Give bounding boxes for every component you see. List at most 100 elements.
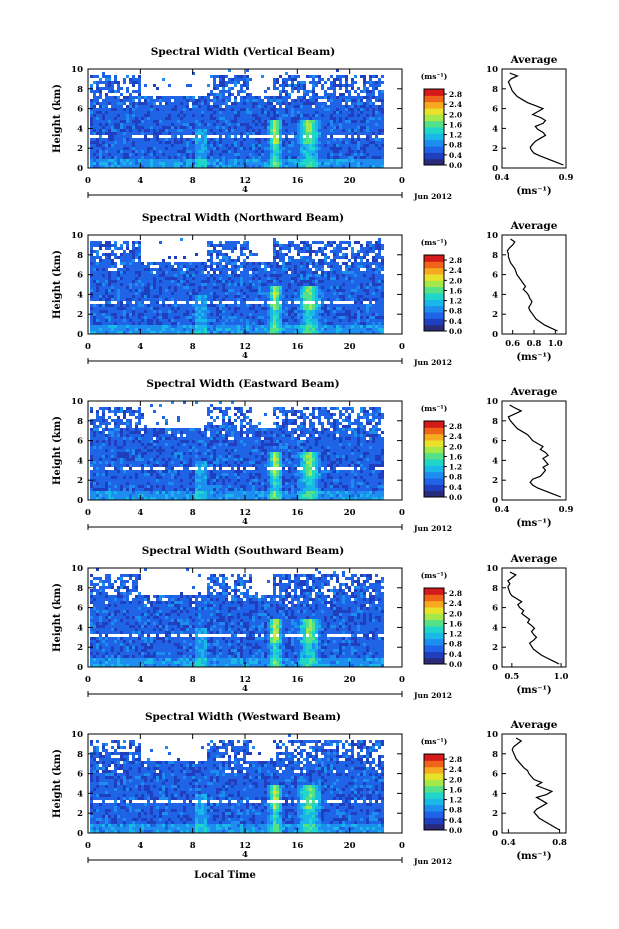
heatmap-cell: [309, 126, 312, 129]
heatmap-cell: [240, 78, 243, 81]
heatmap-cell: [312, 120, 315, 123]
heatmap-cell: [108, 289, 111, 292]
heatmap-cell: [309, 81, 312, 84]
heatmap-cell: [138, 153, 141, 156]
heatmap-cell: [144, 96, 147, 99]
heatmap-cell: [324, 322, 327, 325]
heatmap-cell: [297, 126, 300, 129]
heatmap-cell: [114, 126, 117, 129]
heatmap-cell: [279, 247, 282, 250]
heatmap-cell: [129, 153, 132, 156]
heatmap-cell: [270, 150, 273, 153]
heatmap-cell: [234, 117, 237, 120]
heatmap-cell: [327, 271, 330, 274]
heatmap-cell: [108, 87, 111, 90]
heatmap-cell: [177, 325, 180, 328]
heatmap-cell: [297, 153, 300, 156]
heatmap-cell: [144, 162, 147, 165]
heatmap-cell: [177, 265, 180, 268]
heatmap-cell: [282, 141, 285, 144]
heatmap-cell: [291, 256, 294, 259]
heatmap-cell: [126, 244, 129, 247]
heatmap-cell: [138, 129, 141, 132]
heatmap-cell: [252, 322, 255, 325]
heatmap-cell: [105, 150, 108, 153]
heatmap-cell: [198, 117, 201, 120]
heatmap-cell: [375, 241, 378, 244]
heatmap-cell: [189, 156, 192, 159]
heatmap-cell: [141, 162, 144, 165]
heatmap-cell: [273, 322, 276, 325]
heatmap-cell: [378, 132, 381, 135]
heatmap-cell: [144, 310, 147, 313]
heatmap-cell: [252, 114, 255, 117]
heatmap-cell: [231, 138, 234, 141]
heatmap-cell: [174, 280, 177, 283]
heatmap-cell: [189, 126, 192, 129]
heatmap-cell: [159, 105, 162, 108]
heatmap-cell: [288, 310, 291, 313]
heatmap-cell: [180, 120, 183, 123]
heatmap-cell: [189, 153, 192, 156]
heatmap-cell: [345, 316, 348, 319]
heatmap-cell: [204, 316, 207, 319]
heatmap-cell: [381, 144, 384, 147]
heatmap-cell: [198, 295, 201, 298]
heatmap-cell: [204, 144, 207, 147]
heatmap-cell: [138, 120, 141, 123]
heatmap-cell: [306, 280, 309, 283]
heatmap-cell: [132, 90, 135, 93]
heatmap-cell: [360, 117, 363, 120]
heatmap-cell: [330, 156, 333, 159]
heatmap-cell: [150, 313, 153, 316]
heatmap-cell: [240, 111, 243, 114]
heatmap-cell: [285, 165, 288, 168]
heatmap-cell: [276, 283, 279, 286]
heatmap-cell: [141, 108, 144, 111]
heatmap-cell: [171, 265, 174, 268]
heatmap-cell: [225, 322, 228, 325]
heatmap-cell: [120, 123, 123, 126]
heatmap-cell: [207, 144, 210, 147]
heatmap-cell: [270, 138, 273, 141]
heatmap-cell: [324, 132, 327, 135]
heatmap-cell: [165, 268, 168, 271]
heatmap-cell: [333, 292, 336, 295]
heatmap-cell: [213, 316, 216, 319]
heatmap-cell: [192, 120, 195, 123]
heatmap-cell: [261, 271, 264, 274]
heatmap-cell: [279, 141, 282, 144]
heatmap-cell: [219, 313, 222, 316]
heatmap-cell: [192, 126, 195, 129]
heatmap-cell: [372, 126, 375, 129]
heatmap-cell: [102, 72, 105, 75]
heatmap-cell: [297, 129, 300, 132]
heatmap-cell: [366, 280, 369, 283]
heatmap-cell: [162, 156, 165, 159]
heatmap-cell: [132, 78, 135, 81]
heatmap-cell: [324, 304, 327, 307]
heatmap-cell: [141, 111, 144, 114]
heatmap-cell: [324, 150, 327, 153]
heatmap-cell: [231, 265, 234, 268]
heatmap-cell: [150, 117, 153, 120]
heatmap-cell: [93, 292, 96, 295]
heatmap-cell: [129, 268, 132, 271]
heatmap-cell: [141, 271, 144, 274]
heatmap-cell: [129, 159, 132, 162]
heatmap-cell: [156, 138, 159, 141]
heatmap-cell: [111, 135, 114, 138]
heatmap-cell: [339, 108, 342, 111]
heatmap-cell: [126, 265, 129, 268]
heatmap-cell: [201, 289, 204, 292]
heatmap-cell: [246, 114, 249, 117]
heatmap-cell: [165, 114, 168, 117]
heatmap-cell: [282, 322, 285, 325]
heatmap-cell: [339, 244, 342, 247]
heatmap-cell: [381, 96, 384, 99]
heatmap-cell: [357, 286, 360, 289]
heatmap-cell: [93, 277, 96, 280]
heatmap-cell: [135, 96, 138, 99]
heatmap-cell: [216, 150, 219, 153]
heatmap-cell: [258, 289, 261, 292]
